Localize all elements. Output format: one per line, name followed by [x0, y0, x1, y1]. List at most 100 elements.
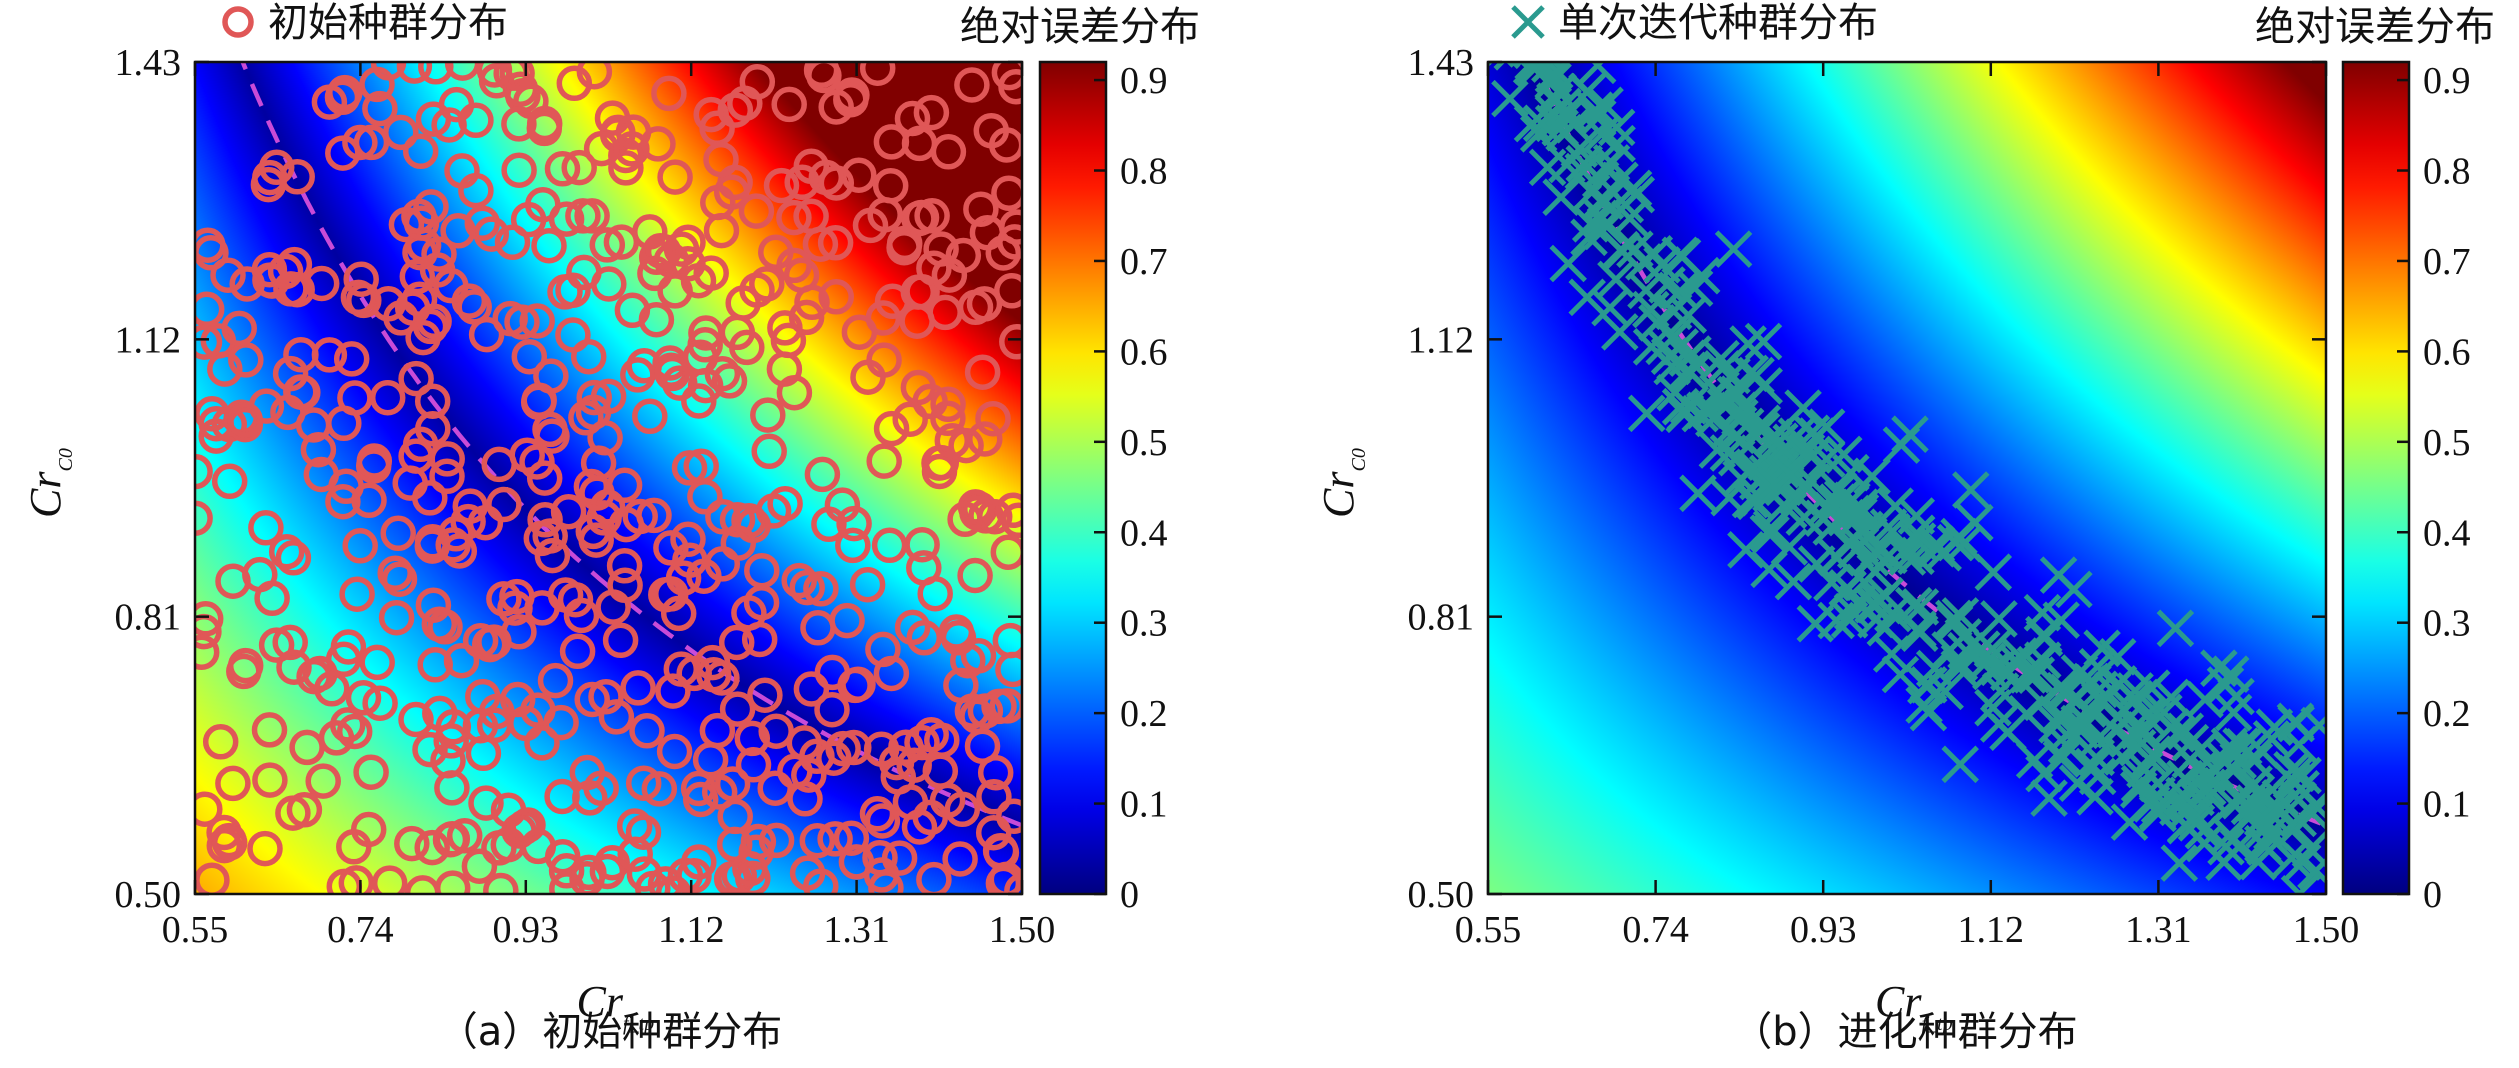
population-marker-circle: [655, 673, 691, 709]
population-marker-circle: [548, 853, 585, 889]
population-marker-circle: [850, 359, 886, 395]
population-marker-x: [2189, 754, 2227, 793]
population-marker-circle: [402, 133, 439, 170]
population-marker-circle: [398, 360, 434, 397]
population-marker-circle: [942, 841, 978, 877]
population-marker-circle: [732, 850, 768, 887]
population-marker-circle: [704, 355, 741, 392]
population-marker-circle: [750, 397, 786, 433]
population-marker-x: [1597, 108, 1636, 147]
population-marker-x: [2110, 803, 2149, 841]
population-marker-circle: [901, 125, 938, 162]
population-marker-x: [1972, 652, 2010, 691]
x-axis-label-main: Cr: [577, 977, 624, 1026]
population-marker-x: [1591, 288, 1629, 327]
population-marker-circle: [549, 871, 585, 894]
population-marker-circle: [695, 656, 732, 693]
population-marker-circle: [816, 740, 852, 776]
population-marker-x: [2245, 810, 2283, 849]
population-marker-x: [1632, 290, 1670, 329]
population-marker-circle: [964, 728, 1001, 764]
population-marker-circle: [414, 829, 450, 866]
population-marker-circle: [369, 379, 406, 416]
population-marker-circle: [835, 527, 871, 564]
population-marker-circle: [499, 681, 536, 718]
population-marker-circle: [803, 571, 839, 607]
population-marker-circle: [614, 292, 651, 329]
population-marker-circle: [276, 246, 313, 283]
colorbar-tick-label: 0.7: [1120, 241, 1168, 283]
population-marker-circle: [434, 770, 470, 806]
population-marker-circle: [923, 444, 960, 481]
population-marker-circle: [362, 90, 398, 127]
population-marker-circle: [606, 467, 643, 504]
population-marker-circle: [303, 265, 340, 302]
population-marker-circle: [268, 533, 305, 570]
population-marker-x: [1974, 688, 2012, 727]
population-marker-x: [1568, 278, 1606, 317]
y-tick-label: 0.81: [1408, 597, 1475, 639]
x-tick-label: 0.74: [327, 909, 394, 951]
population-marker-circle: [947, 501, 983, 538]
colorbar-title: 绝对误差分布: [2255, 4, 2495, 50]
population-marker-x: [1909, 693, 1948, 732]
population-marker-circle: [663, 651, 700, 687]
population-marker-x: [1806, 488, 1845, 527]
legend-marker-x: [1511, 5, 1545, 39]
population-marker-circle: [913, 94, 950, 131]
population-marker-circle: [899, 303, 935, 339]
population-marker-circle: [859, 62, 896, 86]
population-marker-x: [1512, 62, 1551, 85]
population-marker-circle: [343, 261, 379, 297]
population-marker-circle: [864, 803, 901, 839]
population-marker-circle: [338, 865, 375, 894]
population-marker-circle: [954, 67, 990, 103]
population-marker-circle: [711, 363, 748, 399]
colorbar-tick-label: 0.5: [2423, 422, 2471, 464]
population-marker-circle: [353, 754, 389, 790]
population-marker-x: [1838, 584, 1877, 622]
population-marker-circle: [580, 445, 617, 481]
population-marker-circle: [432, 821, 469, 858]
population-marker-circle: [339, 576, 375, 612]
colorbar-tick-label: 0.9: [2423, 60, 2471, 102]
population-marker-circle: [531, 227, 567, 264]
colorbar-tick-label: 0.8: [1120, 151, 1168, 193]
population-marker-circle: [398, 701, 434, 738]
population-marker-circle: [251, 712, 288, 748]
x-axis-label-sub: f_tp: [1921, 1013, 1952, 1035]
population-marker-x: [2138, 764, 2177, 803]
colorbar-tick-label: 0.4: [1120, 512, 1168, 554]
population-marker-x: [1727, 531, 1765, 569]
population-marker-circle: [195, 862, 230, 894]
population-marker-x: [1521, 0, 1555, 9]
colorbar-tick-label: 0.3: [1120, 603, 1168, 645]
population-marker-circle: [871, 527, 908, 564]
population-marker-circle: [903, 199, 940, 236]
population-marker-circle: [671, 450, 708, 486]
colorbar-title: 绝对误差分布: [960, 4, 1200, 50]
population-marker-circle: [568, 400, 604, 436]
population-marker-circle: [719, 691, 756, 727]
population-marker-circle: [415, 587, 452, 623]
population-marker-x: [1744, 322, 1783, 361]
population-marker-circle: [381, 561, 418, 597]
population-marker-circle: [351, 482, 387, 519]
x-axis-label: Crf_tp: [1875, 977, 1953, 1035]
y-axis-label-group: CrC0: [21, 448, 77, 518]
population-marker-x: [2200, 649, 2238, 687]
population-marker-circle: [295, 407, 332, 443]
population-marker-x: [1713, 356, 1751, 395]
population-marker-circle: [781, 562, 817, 599]
population-marker-circle: [371, 865, 408, 894]
population-marker-circle: [862, 839, 898, 876]
population-marker-circle: [417, 647, 453, 683]
population-marker-circle: [747, 677, 783, 713]
plot-frame: [1486, 60, 2328, 896]
population-marker-circle: [615, 114, 652, 150]
population-marker-x: [1872, 635, 1911, 673]
population-marker-circle: [229, 266, 265, 302]
population-marker-circle: [402, 426, 439, 463]
y-axis-label-group: CrC0: [1314, 448, 1370, 518]
population-marker-x: [2025, 615, 2063, 654]
